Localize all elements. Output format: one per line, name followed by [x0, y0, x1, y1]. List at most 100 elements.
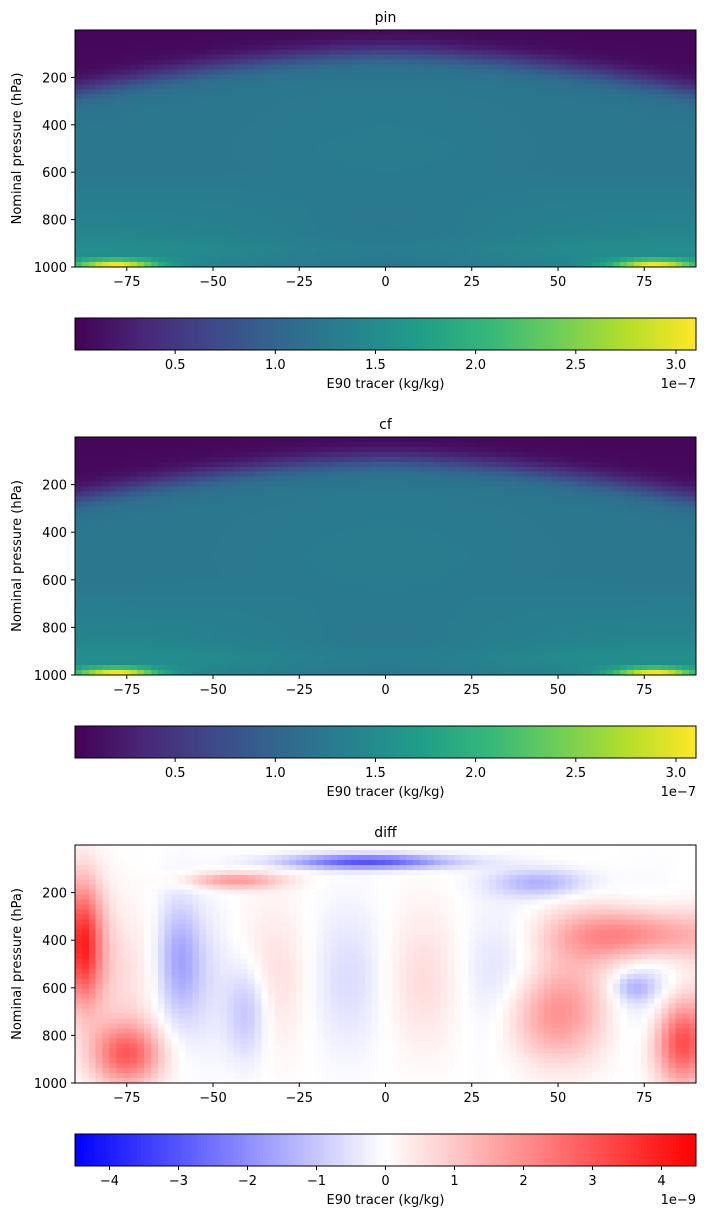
heatmap-cell: [144, 128, 152, 135]
y-tick-label: 600: [42, 166, 67, 181]
heatmap-cell: [551, 173, 559, 179]
heatmap-cell: [123, 118, 131, 125]
heatmap-cell: [682, 257, 690, 263]
heatmap-cell: [544, 79, 552, 85]
heatmap-cell: [413, 456, 421, 463]
heatmap-cell: [475, 222, 483, 229]
heatmap-cell: [413, 242, 421, 248]
heatmap-cell: [454, 128, 462, 135]
heatmap-cell: [378, 217, 387, 224]
heatmap-cell: [316, 30, 324, 36]
heatmap-cell: [647, 173, 656, 179]
heatmap-cell: [668, 446, 676, 453]
colorbar-segment: [525, 318, 530, 350]
heatmap-cell: [385, 104, 393, 110]
heatmap-cell: [357, 163, 366, 169]
heatmap-cell: [571, 237, 580, 243]
heatmap-cell: [137, 192, 145, 199]
heatmap-cell: [288, 109, 297, 115]
heatmap-cell: [654, 252, 663, 258]
heatmap-cell: [185, 217, 193, 224]
heatmap-cell: [599, 437, 607, 443]
heatmap-cell: [420, 441, 428, 448]
heatmap-cell: [385, 118, 393, 125]
heatmap-cell: [447, 242, 456, 248]
heatmap-cell: [254, 232, 262, 238]
heatmap-cell: [261, 59, 269, 66]
heatmap-cell: [489, 138, 497, 145]
heatmap-cell: [226, 49, 235, 56]
heatmap-cell: [571, 39, 580, 46]
heatmap-cell: [544, 217, 552, 224]
heatmap-cell: [337, 188, 345, 194]
heatmap-cell: [130, 192, 138, 199]
heatmap-cell: [302, 118, 311, 125]
heatmap-cell: [157, 207, 166, 214]
heatmap-cell: [137, 148, 145, 155]
heatmap-cell: [564, 84, 573, 90]
heatmap-cell: [219, 123, 228, 130]
heatmap-cell: [413, 54, 421, 61]
heatmap-cell: [661, 109, 669, 115]
heatmap-cell: [489, 109, 497, 115]
x-tick-label: −25: [286, 275, 313, 290]
colorbar-segment: [412, 318, 418, 350]
heatmap-cell: [150, 163, 159, 169]
heatmap-cell: [109, 446, 117, 453]
heatmap-cell: [516, 118, 525, 125]
heatmap-cell: [633, 89, 642, 95]
heatmap-cell: [606, 113, 614, 120]
heatmap-cell: [240, 143, 249, 150]
heatmap-cell: [564, 456, 573, 463]
heatmap-cell: [502, 168, 511, 174]
heatmap-cell: [495, 441, 504, 448]
heatmap-cell: [75, 89, 83, 95]
heatmap-cell: [240, 202, 249, 209]
heatmap-cell: [164, 69, 173, 76]
heatmap-cell: [309, 158, 318, 164]
heatmap-cell: [109, 222, 117, 229]
colorbar-segment: [315, 318, 321, 350]
x-tick-label: 25: [463, 275, 480, 290]
heatmap-cell: [509, 441, 518, 448]
heatmap-cell: [378, 222, 387, 229]
heatmap-cell: [213, 118, 221, 125]
heatmap-cell: [157, 49, 166, 56]
heatmap-cell: [109, 212, 117, 219]
heatmap-cell: [633, 118, 642, 125]
colorbar-tick-label: 2.5: [565, 358, 586, 373]
heatmap-cell: [599, 227, 607, 234]
heatmap-cell: [316, 158, 324, 164]
heatmap-cell: [109, 64, 117, 71]
heatmap-cell: [592, 89, 600, 95]
heatmap-cell: [309, 59, 318, 66]
heatmap-cell: [116, 89, 124, 95]
heatmap-cell: [295, 138, 304, 145]
heatmap-cell: [351, 257, 359, 263]
colorbar-segment: [133, 318, 138, 350]
heatmap-cell: [606, 188, 614, 194]
heatmap-cell: [157, 461, 166, 468]
heatmap-cell: [502, 133, 511, 140]
heatmap-cell: [558, 59, 566, 66]
heatmap-cell: [571, 79, 580, 85]
heatmap-cell: [440, 168, 449, 174]
heatmap-cell: [544, 173, 552, 179]
heatmap-cell: [123, 197, 131, 204]
heatmap-cell: [150, 227, 159, 234]
heatmap-cell: [537, 74, 545, 80]
heatmap-cell: [192, 104, 200, 110]
heatmap-cell: [199, 148, 207, 155]
heatmap-cell: [137, 222, 145, 229]
heatmap-cell: [399, 252, 407, 258]
heatmap-cell: [440, 118, 449, 125]
heatmap-cell: [109, 30, 117, 36]
heatmap-cell: [399, 30, 407, 36]
heatmap-cell: [206, 94, 214, 100]
heatmap-cell: [302, 441, 311, 448]
heatmap-cell: [475, 178, 483, 184]
heatmap-cell: [282, 94, 290, 100]
heatmap-cell: [544, 168, 552, 174]
heatmap-cell: [323, 133, 331, 140]
heatmap-cell: [406, 202, 414, 209]
